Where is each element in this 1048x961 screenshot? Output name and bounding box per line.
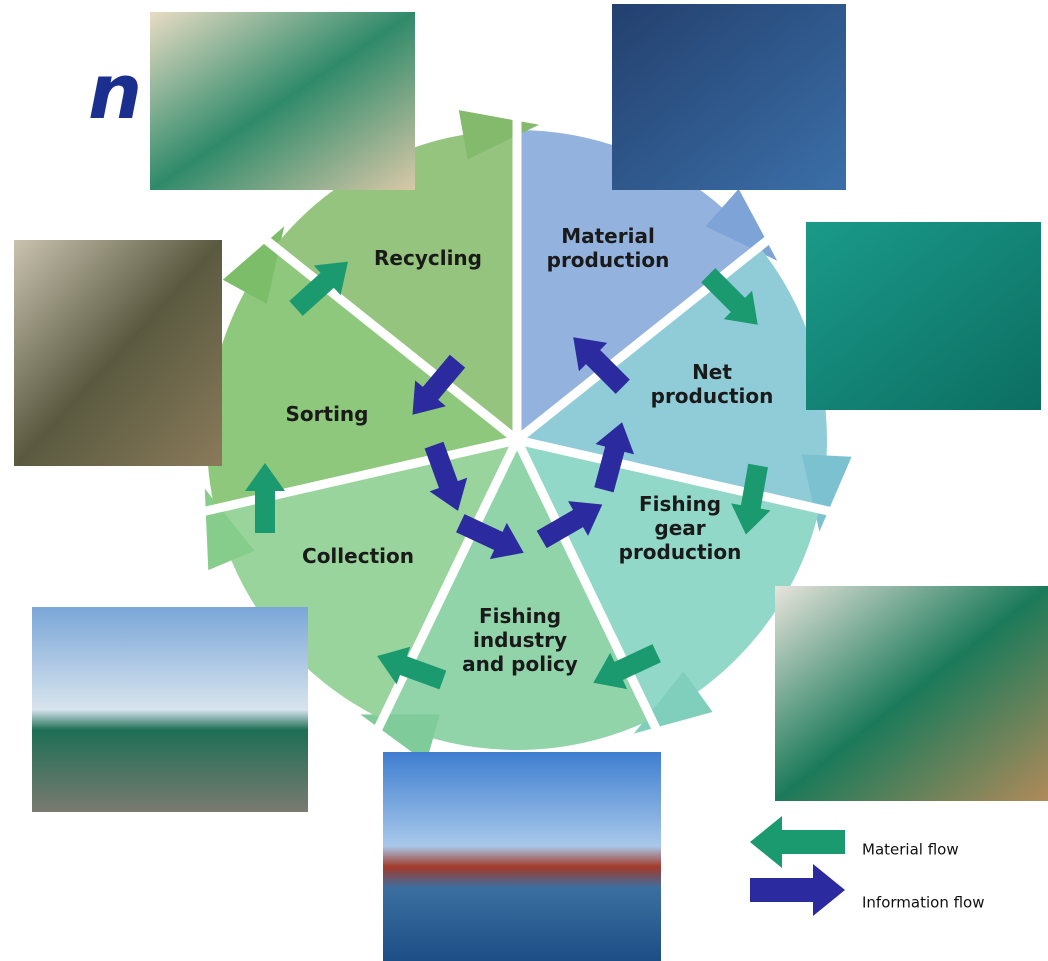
segment-label-line: production — [547, 248, 670, 272]
photo — [612, 4, 846, 190]
photo — [150, 12, 415, 190]
photo — [383, 752, 661, 961]
title-fragment: n — [88, 47, 142, 136]
legend: Material flow Information flow — [750, 816, 985, 916]
segment-label-line: production — [619, 540, 742, 564]
information-flow-arrow — [412, 354, 466, 415]
segment-label: Fishing gear production — [619, 492, 742, 564]
segment-label-line: and policy — [462, 652, 578, 676]
segment-label-line: Collection — [302, 544, 414, 568]
photos — [14, 4, 1048, 961]
segment-label: Material production — [547, 224, 670, 272]
legend-label: Material flow — [862, 841, 959, 859]
information-flow-arrow — [573, 337, 630, 394]
segment-label: Recycling — [374, 246, 482, 270]
segment-gap — [512, 438, 669, 749]
photo — [32, 607, 308, 812]
segment-label: Collection — [302, 544, 414, 568]
photo — [806, 222, 1041, 410]
segment-label: Sorting — [286, 402, 369, 426]
information-flow-arrow — [536, 501, 603, 549]
segment-gap — [515, 435, 850, 521]
segment-gap — [365, 438, 522, 749]
segment-label-line: Net — [692, 360, 732, 384]
material-flow-arrow — [731, 463, 771, 535]
material-flow-arrow — [593, 644, 661, 690]
material-flow-arrow — [377, 646, 447, 690]
segment-gap — [514, 224, 786, 444]
material-flow-arrow — [245, 463, 285, 533]
legend-arrow-information — [750, 864, 845, 916]
segment-label-line: Fishing — [479, 604, 561, 628]
segment-label-line: industry — [473, 628, 567, 652]
segment-label-line: Material — [561, 224, 655, 248]
photo — [775, 586, 1048, 801]
segment-label-line: Sorting — [286, 402, 369, 426]
information-flow-arrow — [456, 514, 524, 560]
legend-arrow-material — [750, 816, 845, 868]
information-flow-arrow — [594, 422, 635, 493]
cycle-segment — [382, 440, 652, 750]
segment-label: Fishing industry and policy — [462, 604, 578, 676]
cycle-arrow-tip — [801, 454, 852, 532]
segment-label-line: Recycling — [374, 246, 482, 270]
segment-label: Net production — [651, 360, 774, 408]
segment-gap — [248, 224, 520, 444]
segment-label-line: production — [651, 384, 774, 408]
material-flow-arrow — [701, 268, 758, 325]
information-flow-arrow — [424, 441, 468, 511]
material-flow-arrow — [289, 261, 349, 316]
segment-label-line: gear — [654, 516, 705, 540]
segment-gap — [184, 435, 519, 521]
photo — [14, 240, 222, 466]
segment-label-line: Fishing — [639, 492, 721, 516]
legend-label: Information flow — [862, 894, 985, 912]
